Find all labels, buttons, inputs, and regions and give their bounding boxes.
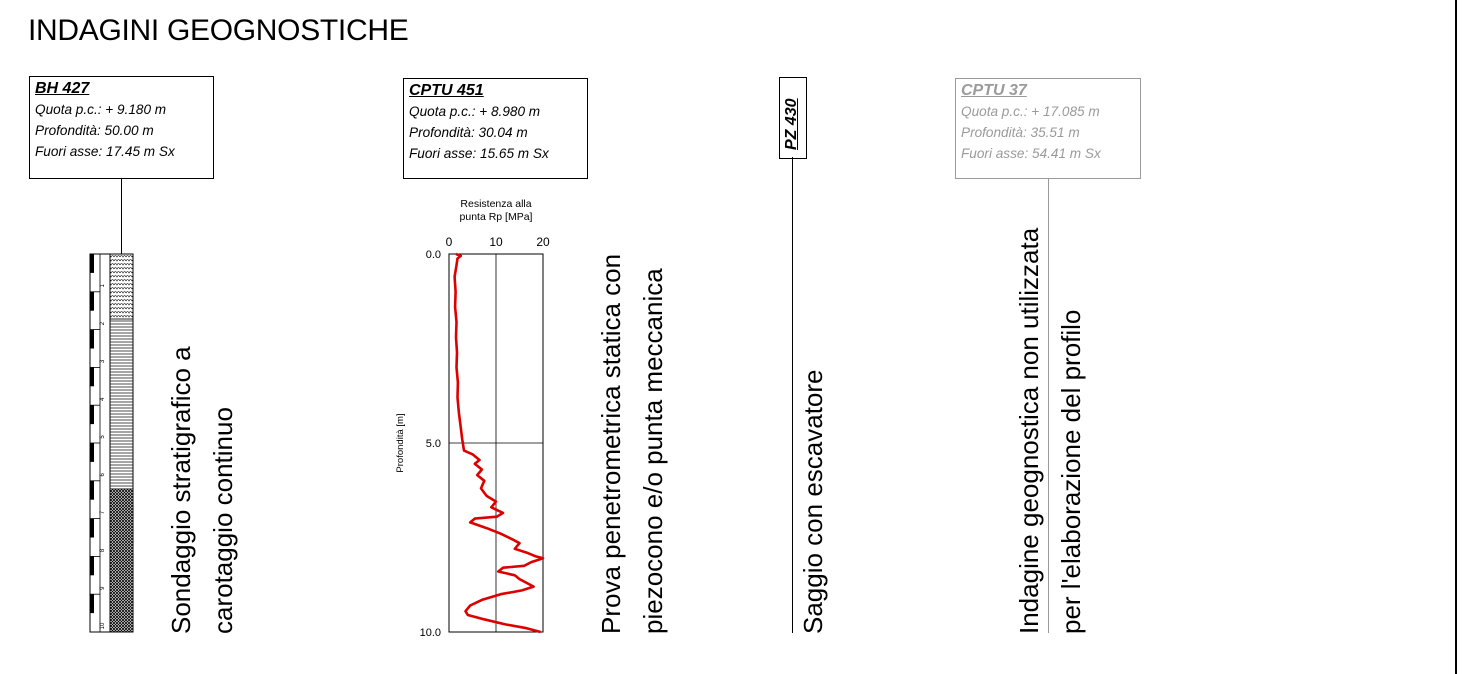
cptu451-quota: Quota p.c.: + 8.980 m [409,104,541,119]
bh427-scale-block [90,254,94,273]
pz430-description: Saggio con escavatore [792,369,834,634]
cptu451-name: CPTU 451 [409,82,484,99]
bh427-depth-label: 3 [100,359,106,363]
bh427-description: Sondaggio stratigrafico a carotaggio con… [160,346,244,634]
cptu37-quota: Quota p.c.: + 17.085 m [961,104,1100,119]
bh427-profondita: Profondità: 50.00 m [35,123,154,138]
bh427-info-box: BH 427 Quota p.c.: + 9.180 m Profondità:… [29,76,214,179]
bh427-scale-block [90,367,94,387]
frame-border-right [1455,0,1457,674]
chart-title-line1: Resistenza alla [460,198,531,210]
bh427-scale-block [90,594,94,614]
bh427-depth-label: 8 [100,548,106,552]
cptu37-description-line2: per l'elaborazione del profilo [1056,309,1086,634]
cptu451-description-line1: Prova penetrometrica statica con [596,253,626,634]
chart-y-axis-label: Profondità [m] [395,413,406,472]
cptu451-fuori-asse: Fuori asse: 15.65 m Sx [409,146,549,161]
bh427-scale-block [90,443,94,462]
chart-x-tick-label: 0 [446,235,453,249]
bh427-depth-label: 9 [100,586,106,590]
bh427-depth-label: 1 [100,283,106,287]
bh427-scale-block [90,518,94,538]
bh427-scale-block [90,556,94,576]
cptu37-info-box: CPTU 37 Quota p.c.: + 17.085 m Profondit… [955,78,1141,179]
pz430-name: PZ 430 [783,98,800,150]
cptu37-connector-line [1048,179,1049,633]
bh427-scale-block [90,329,94,349]
chart-x-tick-label: 10 [489,235,503,249]
bh427-stratigraphic-column: 1 2 3 4 5 6 7 8 9 10 [89,253,134,633]
bh427-depth-label: 7 [100,510,106,514]
bh427-quota: Quota p.c.: + 9.180 m [35,102,167,117]
chart-series-line [453,252,545,634]
cptu37-profondita: Profondità: 35.51 m [961,125,1080,140]
bh427-fuori-asse: Fuori asse: 17.45 m Sx [35,144,175,159]
cptu451-info-box: CPTU 451 Quota p.c.: + 8.980 m Profondit… [403,78,588,179]
bh427-depth-label: 4 [100,397,106,401]
bh427-description-line2: carotaggio continuo [208,407,238,634]
bh427-depth-label: 5 [100,435,106,439]
bh427-name: BH 427 [35,80,90,97]
bh427-connector-line [121,179,122,256]
bh427-depth-label: 6 [100,472,106,476]
chart-x-tick-label: 20 [536,235,550,249]
cptu37-description-line1: Indagine geognostica non utilizzata [1014,227,1044,634]
bh427-scale-block [90,480,94,500]
bh427-depth-label: 2 [100,321,106,325]
pz430-connector-line [792,157,793,633]
cptu451-description: Prova penetrometrica statica con piezoco… [590,254,674,634]
cptu451-description-line2: piezocono e/o punta meccanica [638,268,668,634]
chart-y-tick-label: 5.0 [426,438,441,450]
chart-y-tick-label: 10.0 [420,627,441,639]
pz430-description-line1: Saggio con escavatore [798,369,828,634]
cptu37-name: CPTU 37 [961,82,1027,99]
chart-y-tick-label: 0.0 [426,249,441,261]
bh427-scale-block [90,291,94,311]
bh427-description-line1: Sondaggio stratigrafico a [166,346,196,634]
cptu37-description: Indagine geognostica non utilizzata per … [1008,228,1092,634]
bh427-scale-block [90,405,94,425]
chart-title-line2: punta Rp [MPa] [460,211,533,223]
cptu37-fuori-asse: Fuori asse: 54.41 m Sx [961,146,1101,161]
pz430-info-box: PZ 430 [779,77,807,159]
page-title: INDAGINI GEOGNOSTICHE [28,14,409,47]
cptu451-profondita: Profondità: 30.04 m [409,125,528,140]
bh427-depth-label: 10 [100,622,106,629]
